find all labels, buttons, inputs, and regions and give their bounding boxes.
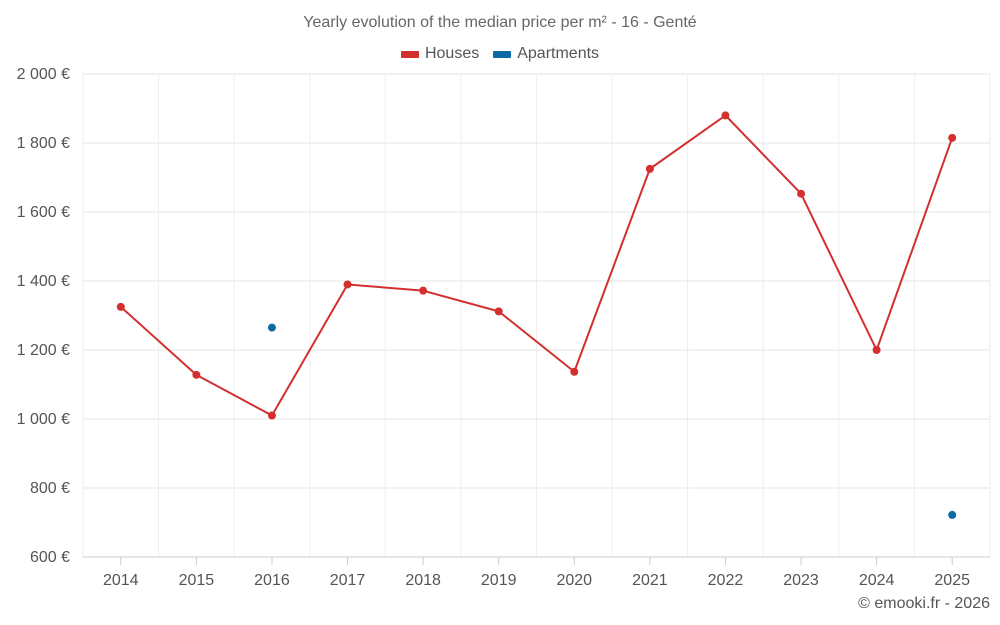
data-point-houses-2025 xyxy=(948,133,957,142)
legend-swatch-apartments xyxy=(493,50,512,58)
x-tick-label: 2016 xyxy=(254,572,290,589)
data-point-houses-2020 xyxy=(570,367,579,376)
x-tick-label: 2018 xyxy=(405,572,441,589)
data-point-houses-2024 xyxy=(872,346,881,354)
x-tick-label: 2017 xyxy=(330,572,366,589)
legend-label-apartments: Apartments xyxy=(517,45,600,62)
y-tick-label: 1 600 € xyxy=(17,204,70,221)
y-tick-label: 1 200 € xyxy=(17,342,70,359)
data-point-houses-2018 xyxy=(419,286,428,295)
legend-swatch-houses xyxy=(400,50,419,58)
legend-label-houses: Houses xyxy=(424,45,480,62)
data-point-houses-2022 xyxy=(721,111,730,120)
data-point-apartments-2016 xyxy=(267,323,276,332)
series-line-houses xyxy=(120,114,954,417)
data-point-houses-2014 xyxy=(116,302,125,311)
data-point-houses-2019 xyxy=(494,307,503,316)
y-tick-label: 2 000 € xyxy=(17,66,70,83)
x-tick-label: 2025 xyxy=(934,572,970,589)
data-point-apartments-2025 xyxy=(948,510,957,519)
x-tick-label: 2022 xyxy=(708,572,744,589)
legend-item-houses[interactable]: Houses xyxy=(400,45,480,63)
chart-legend: Houses Apartments xyxy=(0,45,1000,63)
data-point-houses-2021 xyxy=(645,164,654,173)
x-tick-label: 2020 xyxy=(556,572,592,589)
chart-title: Yearly evolution of the median price per… xyxy=(303,14,697,31)
y-tick-label: 1 000 € xyxy=(17,411,70,428)
data-point-houses-2023 xyxy=(797,189,806,198)
legend-item-apartments[interactable]: Apartments xyxy=(493,45,599,63)
data-point-houses-2017 xyxy=(343,280,352,289)
x-tick-label: 2019 xyxy=(481,572,517,589)
x-tick-label: 2015 xyxy=(179,572,215,589)
data-point-houses-2016 xyxy=(267,411,276,420)
y-tick-label: 1 400 € xyxy=(17,273,70,290)
data-point-houses-2015 xyxy=(192,370,201,379)
y-tick-label: 800 € xyxy=(30,480,70,497)
x-tick-label: 2021 xyxy=(632,572,668,589)
x-tick-label: 2024 xyxy=(859,572,895,589)
copyright-credit: © emooki.fr - 2026 xyxy=(858,595,990,612)
x-tick-label: 2023 xyxy=(783,572,819,589)
x-tick-label: 2014 xyxy=(103,572,139,589)
y-tick-label: 600 € xyxy=(30,549,70,566)
y-tick-label: 1 800 € xyxy=(17,135,70,152)
